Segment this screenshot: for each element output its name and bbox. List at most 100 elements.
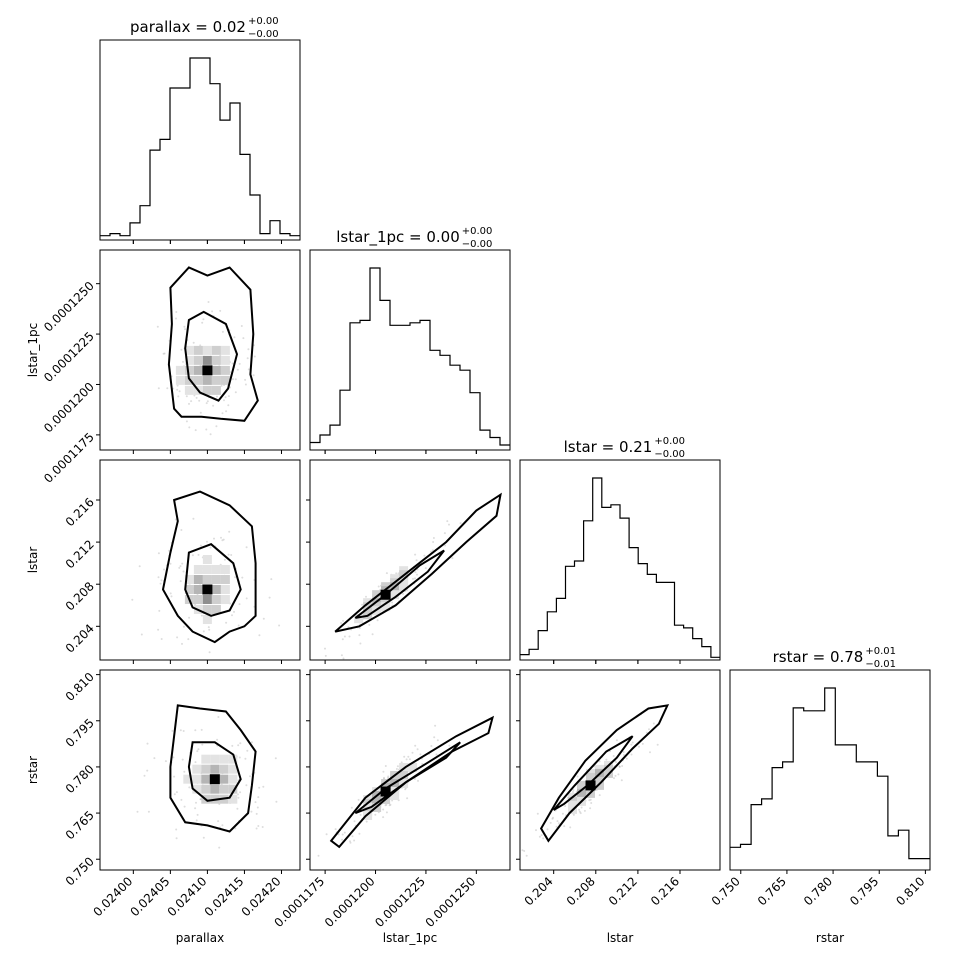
sample-point [424, 567, 427, 570]
panel-parallax-vs-lstar_1pc [156, 266, 259, 436]
x-tick-label: 0.750 [709, 874, 743, 908]
density-cell [201, 774, 211, 784]
sample-point [237, 796, 240, 799]
density-cell [228, 794, 238, 804]
density-cell [202, 355, 212, 365]
sample-point [194, 807, 197, 810]
sample-point [578, 810, 581, 813]
y-tick-label: 0.0001200 [41, 380, 97, 436]
density-peak [209, 774, 220, 785]
sample-point [334, 828, 337, 831]
histogram-steps-rstar [730, 687, 930, 860]
sample-point [231, 614, 233, 617]
sample-point [182, 625, 185, 628]
sample-point [231, 744, 234, 747]
sample-point [395, 768, 398, 770]
sample-point [215, 425, 218, 428]
panel-lstar_1pc-vs-rstar [317, 715, 495, 857]
sample-point [572, 791, 574, 793]
sample-point [197, 553, 200, 556]
sample-point [433, 736, 436, 739]
x-tick-label: 0.02420 [239, 874, 284, 919]
panel-parallax-vs-lstar [131, 490, 281, 654]
density-cell [202, 615, 212, 624]
sample-point [178, 390, 181, 393]
sample-point [377, 585, 380, 588]
y-tick-label: 0.212 [63, 537, 97, 571]
sample-point [185, 395, 188, 398]
sample-point [176, 636, 179, 639]
sample-point [414, 571, 417, 574]
sample-point [245, 546, 248, 549]
panel-frame [99, 669, 301, 871]
sample-point [258, 786, 261, 789]
sample-point [184, 328, 187, 331]
panel-lstar-vs-rstar [521, 704, 670, 857]
sample-point [395, 572, 398, 575]
sample-point [569, 826, 572, 829]
sample-point [147, 810, 150, 813]
x-tick-label: 0.02405 [128, 874, 173, 919]
sample-point [256, 806, 259, 809]
density-cell [193, 565, 203, 574]
density-cell [184, 585, 194, 594]
panel-frame [309, 249, 511, 451]
sample-point [245, 597, 248, 600]
sample-point [234, 576, 237, 579]
sample-point [523, 850, 526, 852]
sample-point [201, 743, 204, 746]
title-upper-error: +0.00 [462, 226, 493, 237]
sample-point [404, 788, 407, 791]
density-cell [220, 345, 230, 355]
sample-point [247, 368, 250, 371]
sample-point [176, 388, 179, 391]
sample-point [324, 654, 327, 657]
density-peak [202, 365, 213, 376]
sample-point [385, 572, 388, 575]
sample-point [195, 801, 197, 804]
sample-point [321, 661, 323, 663]
sample-point [171, 729, 174, 732]
sample-point [341, 838, 344, 841]
density-cell [192, 784, 202, 794]
sample-point [382, 816, 385, 819]
sample-point [630, 743, 633, 746]
histogram-lstar_1pc [309, 249, 511, 451]
density-cell [193, 375, 203, 385]
density-cell [220, 375, 230, 385]
sample-point [192, 341, 195, 344]
density-cell [192, 764, 202, 774]
density-cell [399, 582, 409, 592]
histogram-rstar [729, 669, 931, 871]
sample-point [365, 820, 368, 823]
sample-point [234, 378, 237, 381]
panel-title-rstar: rstar = 0.78 [773, 648, 864, 666]
sample-point [241, 576, 244, 579]
density-cell [193, 365, 203, 375]
sample-point [443, 532, 446, 535]
sample-point [180, 798, 183, 801]
sample-point [387, 777, 389, 779]
density-cell [220, 585, 230, 594]
y-tick-label: 0.780 [63, 762, 97, 796]
contour-level-1 [334, 492, 502, 633]
sample-point [198, 399, 201, 402]
sample-point [535, 829, 537, 832]
density-peak [585, 780, 596, 791]
histogram-lstar [519, 459, 721, 661]
sample-point [432, 541, 435, 543]
sample-point [552, 816, 554, 819]
histogram-steps-parallax [100, 57, 300, 237]
x-axis-label-lstar: lstar [607, 931, 634, 945]
sample-point [190, 400, 193, 403]
sample-point [221, 412, 224, 415]
sample-point [239, 742, 242, 745]
sample-point [213, 537, 215, 540]
sample-point [157, 628, 160, 631]
sample-point [365, 595, 367, 598]
y-axis-label-rstar: rstar [26, 756, 40, 784]
density-peak [380, 786, 391, 797]
density-cell [595, 780, 604, 790]
sample-point [231, 362, 234, 365]
sample-point [563, 825, 566, 828]
